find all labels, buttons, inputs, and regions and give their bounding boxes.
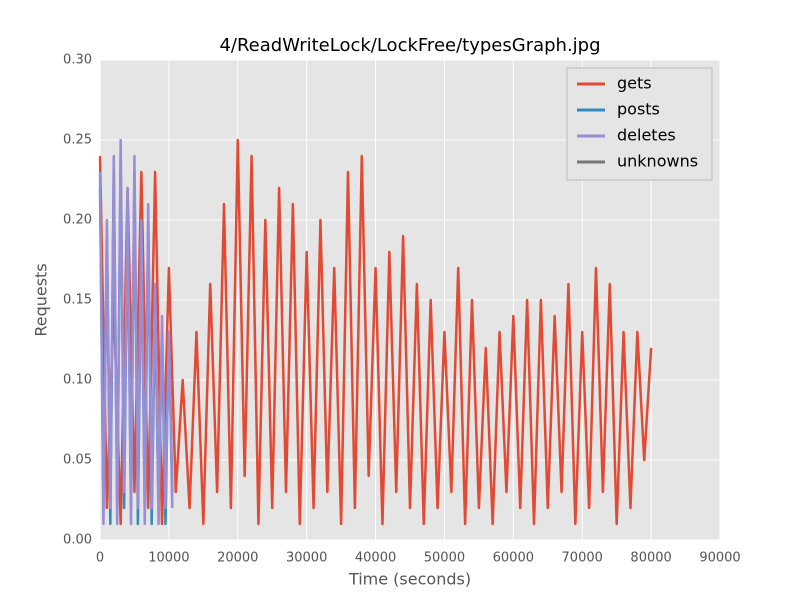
x-tick-label: 30000: [286, 551, 327, 566]
x-tick-label: 60000: [493, 551, 534, 566]
legend-label: deletes: [617, 126, 676, 145]
x-tick-label: 40000: [355, 551, 396, 566]
y-tick-label: 0.05: [63, 453, 92, 468]
x-axis-label: Time (seconds): [348, 570, 471, 589]
series-line: [98, 138, 653, 526]
y-tick-label: 0.15: [63, 293, 92, 308]
y-axis-label: Requests: [32, 263, 51, 336]
y-tick-label: 0.25: [63, 133, 92, 148]
x-tick-label: 0: [96, 551, 104, 566]
y-tick-label: 0.10: [63, 373, 92, 388]
legend-label: unknowns: [617, 152, 698, 171]
x-tick-label: 10000: [148, 551, 189, 566]
y-tick-label: 0.20: [63, 213, 92, 228]
legend-label: gets: [617, 74, 652, 93]
y-tick-label: 0.30: [63, 53, 92, 68]
x-tick-label: 50000: [424, 551, 465, 566]
legend-label: posts: [617, 100, 660, 119]
x-tick-label: 70000: [562, 551, 603, 566]
chart-title: 4/ReadWriteLock/LockFree/typesGraph.jpg: [219, 35, 600, 56]
x-tick-label: 90000: [699, 551, 740, 566]
series-line: [98, 138, 174, 526]
x-tick-label: 20000: [217, 551, 258, 566]
x-tick-label: 80000: [630, 551, 671, 566]
y-tick-label: 0.00: [63, 533, 92, 548]
